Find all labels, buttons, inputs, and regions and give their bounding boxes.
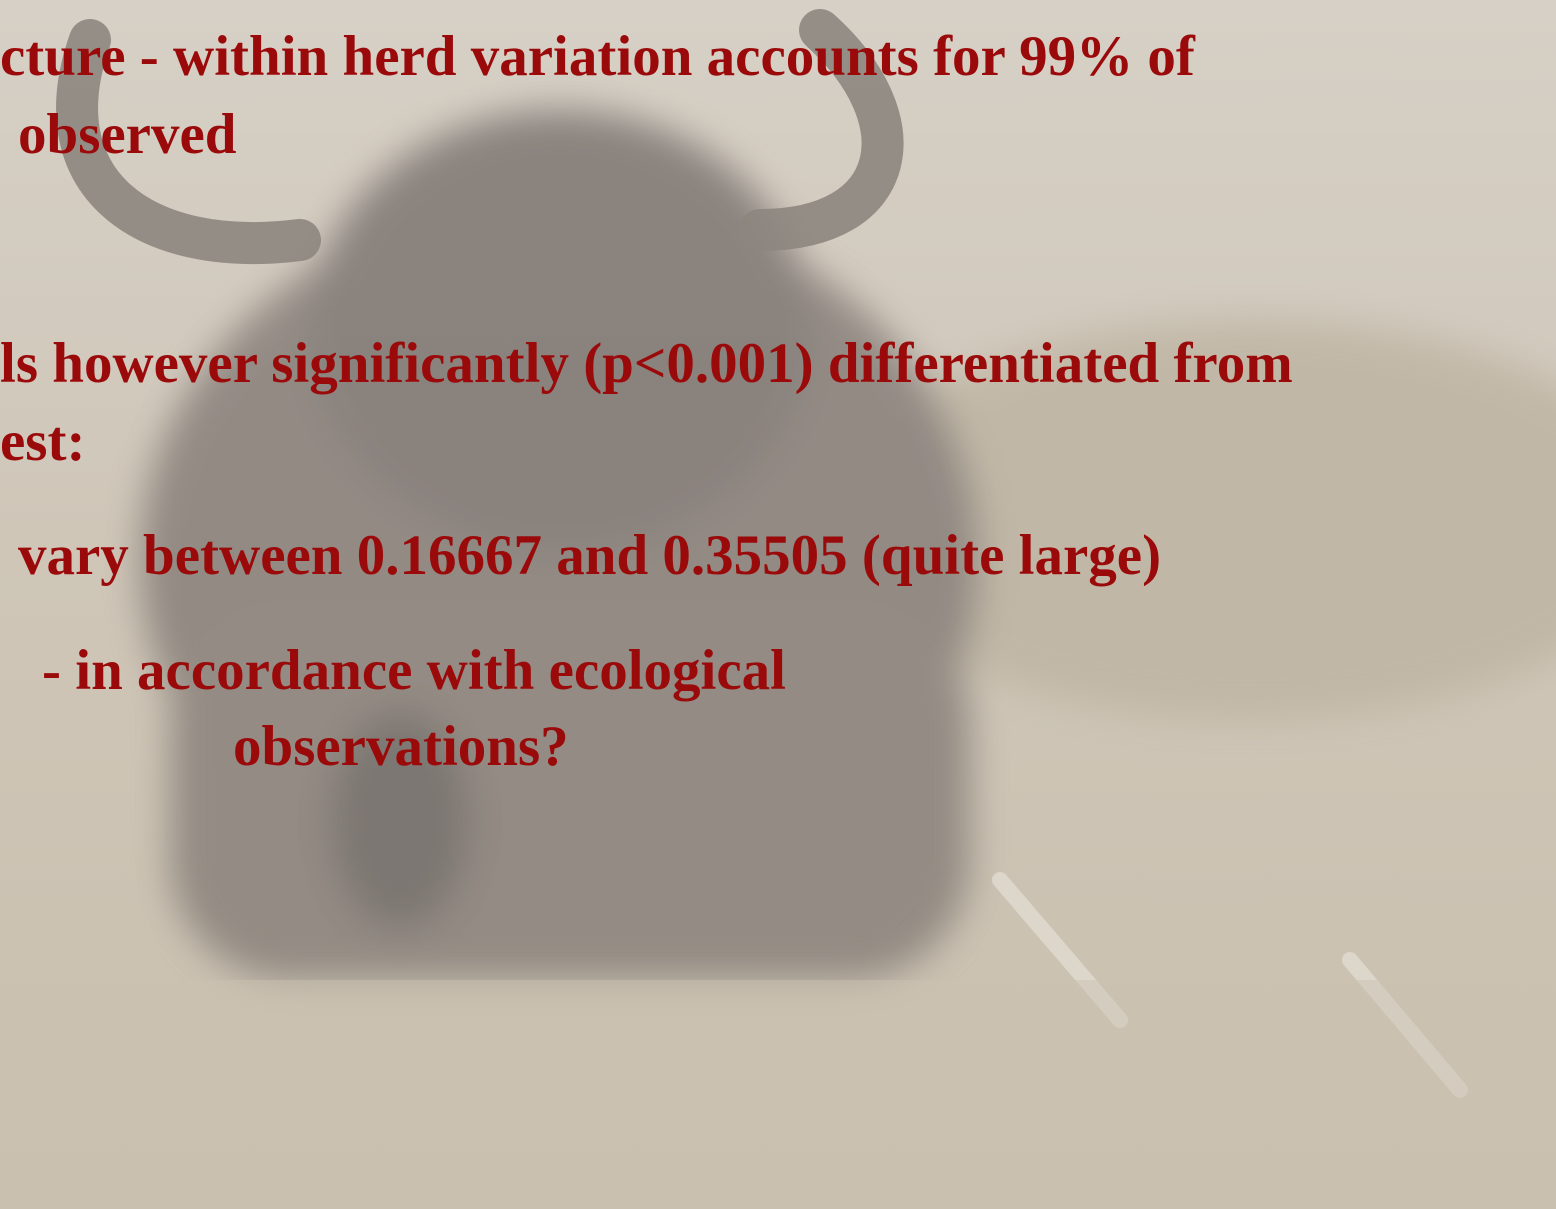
text-line: est: [0, 410, 86, 473]
text-line: vary between 0.16667 and 0.35505 (quite … [18, 524, 1162, 587]
text-line: ls however significantly (p<0.001) diffe… [0, 332, 1293, 395]
text-line: - in accordance with ecological [42, 639, 787, 702]
text-line: observed [18, 103, 237, 166]
text-line: cture - within herd variation accounts f… [0, 25, 1195, 88]
text-line: observations? [233, 715, 569, 778]
